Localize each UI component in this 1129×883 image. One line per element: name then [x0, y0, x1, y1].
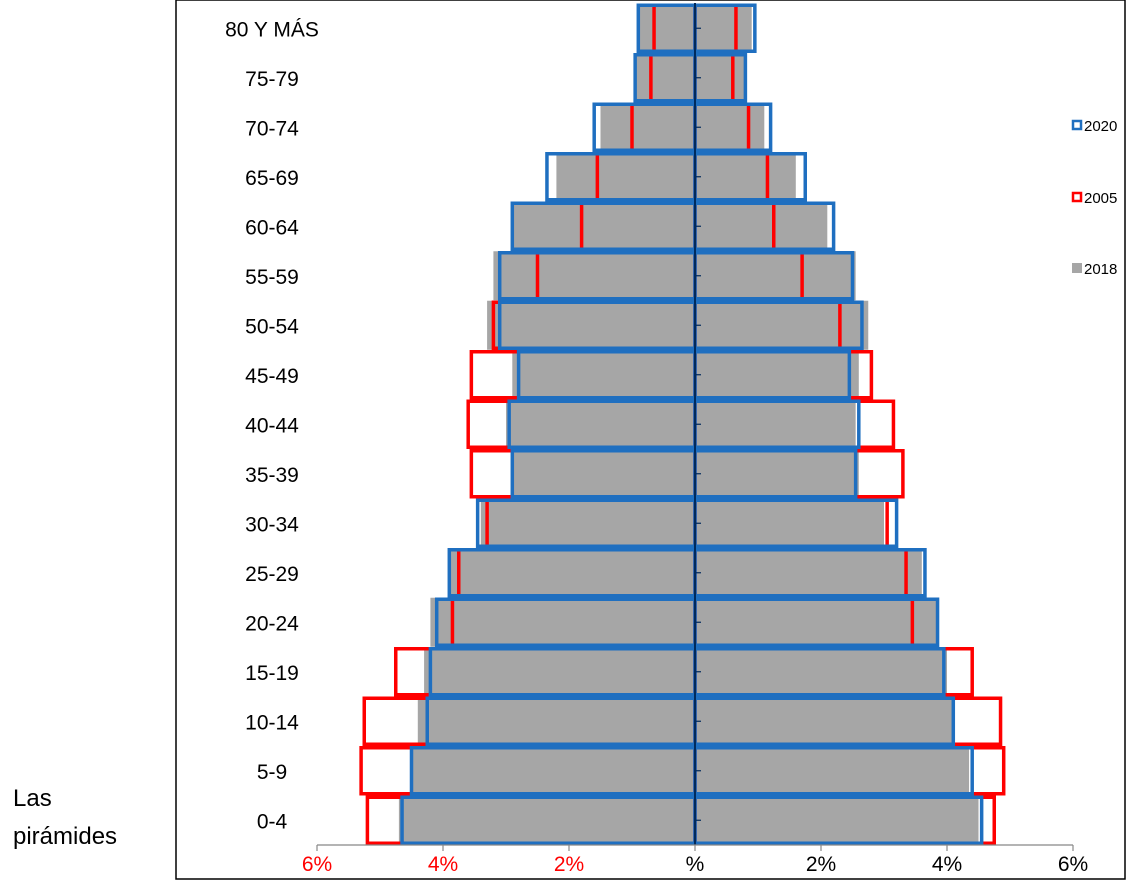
- x-tick-label: 6%: [1058, 853, 1088, 876]
- bar-2018-left-55-59: [493, 251, 695, 301]
- side-caption: Las pirámides: [13, 780, 117, 856]
- legend-label-2018: 2018: [1084, 261, 1117, 278]
- bar-2018-right-35-39: [695, 449, 859, 499]
- age-group-labels: 0-4 5-9 10-14 15-19 20-24 25-29 30-34 35-39 40-4…: [225, 18, 319, 833]
- age-group-label: 55-59: [245, 266, 299, 289]
- age-group-label: 40-44: [245, 414, 299, 437]
- age-group-label: 5-9: [257, 761, 287, 784]
- legend: 2020 2005 2018: [1071, 118, 1117, 278]
- bar-2018-right-50-54: [695, 300, 869, 350]
- age-group-label: 70-74: [245, 117, 299, 140]
- bar-2018-left-35-39: [512, 449, 695, 499]
- age-group-label: 25-29: [245, 563, 299, 586]
- bar-2018-right-65-69: [695, 152, 796, 202]
- legend-swatch-2018: [1072, 263, 1082, 273]
- age-group-label: 15-19: [245, 662, 299, 685]
- age-group-label: 65-69: [245, 167, 299, 190]
- bar-2018-right-5-9: [695, 746, 970, 796]
- bar-2018-left-20-24: [430, 597, 695, 647]
- bar-2018-right-15-19: [695, 647, 947, 697]
- bar-2018-right-80-y-m-s: [695, 3, 752, 53]
- legend-label-2005: 2005: [1084, 190, 1117, 207]
- bar-2018-right-0-4: [695, 795, 979, 845]
- bar-2018-right-70-74: [695, 102, 765, 152]
- bar-2018-left-80-y-m-s: [638, 3, 695, 53]
- legend-label-2020: 2020: [1084, 118, 1117, 135]
- bar-2018-right-10-14: [695, 696, 954, 746]
- bar-2018-right-25-29: [695, 548, 922, 598]
- bar-2018-left-0-4: [398, 795, 695, 845]
- bar-2018-left-60-64: [512, 201, 695, 251]
- age-group-label: 10-14: [245, 711, 299, 734]
- age-group-label: 35-39: [245, 464, 299, 487]
- x-tick-label: 2%: [806, 853, 836, 876]
- x-tick-label: 6%: [302, 853, 332, 876]
- bar-2018-left-50-54: [487, 300, 695, 350]
- legend-swatch-2005: [1071, 191, 1083, 203]
- axes: [316, 3, 1074, 851]
- caption-line-2: pirámides: [13, 823, 118, 850]
- age-group-label: 0-4: [257, 810, 288, 833]
- bar-2018-right-45-49: [695, 350, 859, 400]
- bar-2018-right-75-79: [695, 53, 746, 103]
- age-group-label: 75-79: [245, 68, 299, 91]
- bar-2018-right-60-64: [695, 201, 828, 251]
- bar-2018-left-45-49: [512, 350, 695, 400]
- x-tick-label: %: [686, 853, 705, 876]
- bar-2018-left-70-74: [600, 102, 695, 152]
- bar-2018-left-30-34: [480, 498, 695, 548]
- age-group-label: 20-24: [245, 612, 299, 635]
- bar-2018-left-5-9: [411, 746, 695, 796]
- bar-2018-left-10-14: [417, 696, 695, 746]
- bar-2018-right-20-24: [695, 597, 938, 647]
- bar-2018-left-75-79: [635, 53, 695, 103]
- legend-swatch-2020: [1071, 119, 1083, 131]
- bar-2018-right-30-34: [695, 498, 884, 548]
- age-group-label: 50-54: [245, 315, 299, 338]
- bar-2018-right-55-59: [695, 251, 856, 301]
- x-tick-label: 2%: [554, 853, 584, 876]
- age-group-label: 60-64: [245, 216, 299, 239]
- bar-2018-left-65-69: [556, 152, 695, 202]
- series-2018-bars: [398, 3, 979, 845]
- age-group-label: 45-49: [245, 365, 299, 388]
- x-axis-tick-labels: 6% 4% 2%% 2% 4% 6%: [302, 853, 1088, 876]
- x-tick-label: 4%: [428, 853, 458, 876]
- bar-2018-left-40-44: [506, 399, 695, 449]
- x-tick-label: 4%: [932, 853, 962, 876]
- age-group-label: 80 Y MÁS: [225, 18, 319, 41]
- age-group-label: 30-34: [245, 513, 299, 536]
- bar-2018-right-40-44: [695, 399, 856, 449]
- bar-2018-left-25-29: [449, 548, 695, 598]
- bar-2018-left-15-19: [424, 647, 695, 697]
- caption-line-1: Las: [13, 785, 52, 812]
